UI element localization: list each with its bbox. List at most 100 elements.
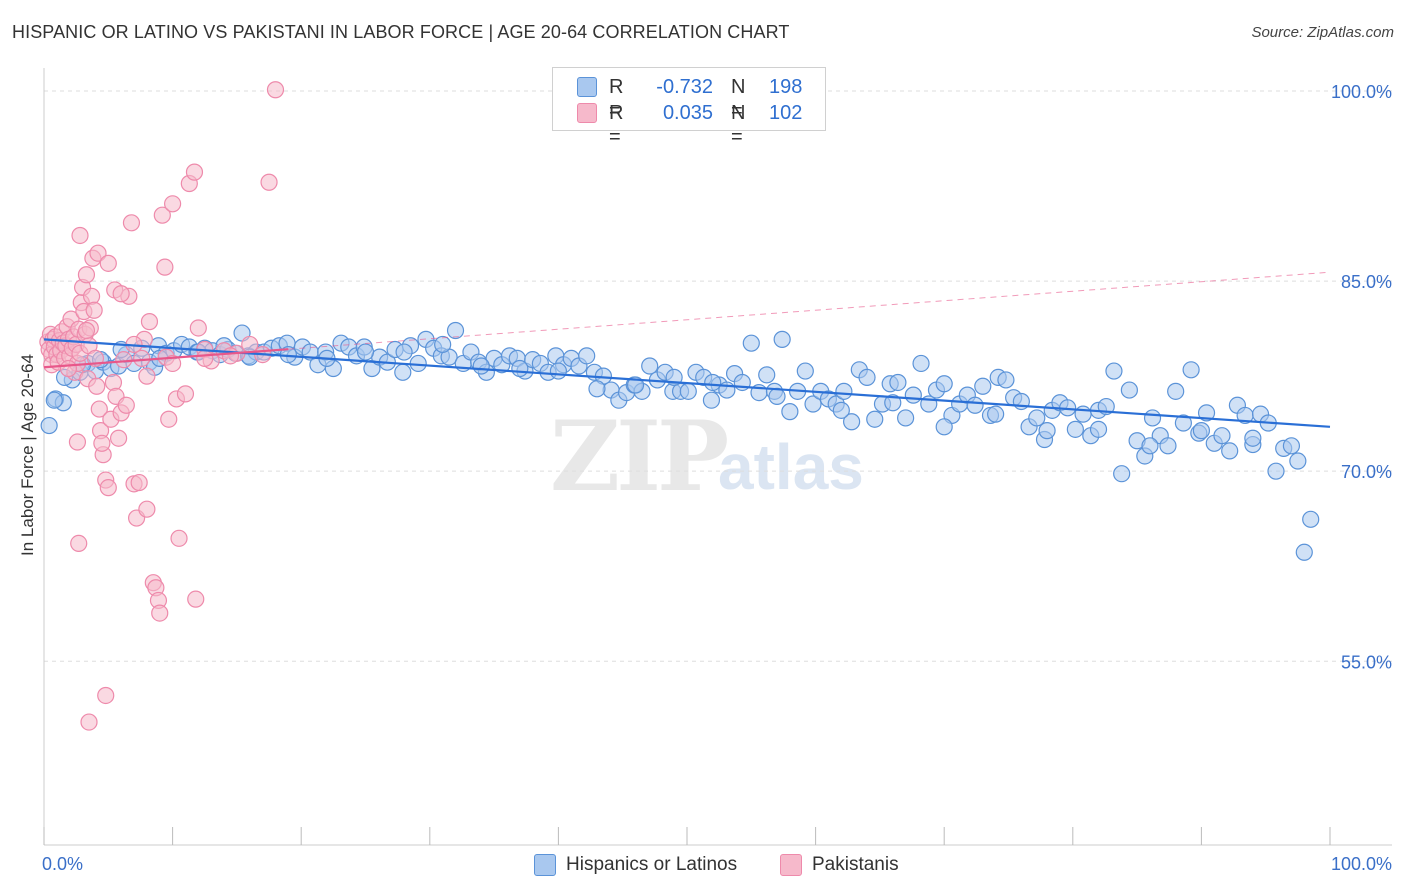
pakistanis-point (260, 173, 278, 191)
pakistanis-point (153, 206, 171, 224)
hispanics-point (1289, 452, 1307, 470)
pakistanis-point (99, 254, 117, 272)
y-tick-label: 70.0% (1341, 462, 1392, 482)
pakistanis-point (266, 81, 285, 99)
pakistanis-point (151, 604, 169, 622)
legend-n-label: N = (731, 102, 746, 148)
legend-swatch-blue (577, 77, 597, 97)
pakistanis-point (85, 301, 103, 319)
legend-item-hispanics[interactable]: Hispanics or Latinos (534, 852, 754, 878)
pakistanis-trend-extrapolation (288, 271, 1331, 350)
hispanics-point (904, 386, 922, 404)
hispanics-point (987, 405, 1005, 423)
series-pakistanis-points (39, 81, 285, 731)
y-axis-label: In Labor Force | Age 20-64 (18, 354, 37, 556)
hispanics-point (1182, 361, 1200, 379)
hispanics-point (935, 375, 953, 393)
legend-item-pakistanis[interactable]: Pakistanis (780, 852, 920, 878)
hispanics-point (1074, 405, 1092, 423)
legend-n-label: N = (731, 76, 746, 122)
pakistanis-point (93, 434, 111, 452)
hispanics-point (758, 366, 776, 384)
hispanics-point (1295, 543, 1313, 561)
hispanics-point (1174, 414, 1192, 432)
pakistanis-point (185, 163, 204, 181)
legend-r-value: -0.732 (656, 76, 713, 98)
pakistanis-point (99, 479, 117, 497)
pakistanis-point (82, 287, 101, 305)
pakistanis-point (176, 385, 195, 403)
pakistanis-point (221, 347, 240, 365)
hispanics-point (356, 343, 375, 361)
pakistanis-point (88, 377, 106, 395)
pakistanis-point (80, 713, 98, 731)
legend-r-label: R = (609, 76, 624, 122)
pakistanis-point (89, 244, 107, 262)
pakistanis-point (71, 226, 89, 245)
hispanics-point (395, 343, 413, 361)
trend-lines (43, 271, 1331, 428)
hispanics-point (1028, 409, 1046, 427)
axes (43, 68, 1392, 846)
hispanics-point (394, 363, 412, 381)
hispanics-point (549, 362, 568, 380)
hispanics-point (588, 380, 606, 398)
pakistanis-point (90, 400, 108, 418)
hispanics-point (446, 321, 465, 340)
legend-swatch-pink (577, 103, 597, 123)
pakistanis-point (160, 410, 178, 428)
pakistanis-point (112, 285, 130, 303)
watermark-atlas: atlas (718, 431, 864, 503)
hispanics-point (796, 362, 814, 380)
pakistanis-point (156, 258, 174, 276)
x-tick-label: 100.0% (1331, 854, 1392, 874)
pakistanis-point (130, 473, 148, 492)
pakistanis-point (122, 214, 141, 232)
hispanics-point (1066, 420, 1084, 438)
pakistanis-point (104, 373, 123, 392)
pakistanis-point (187, 590, 205, 608)
legend-swatch-pink (780, 854, 802, 876)
hispanics-point (835, 382, 853, 400)
hispanics-point (1221, 442, 1239, 460)
hispanics-point (704, 373, 722, 392)
pakistanis-point (59, 359, 78, 378)
pakistanis-point (196, 349, 214, 367)
hispanics-point (884, 394, 902, 412)
hispanics-point (679, 382, 697, 400)
chart-title: HISPANIC OR LATINO VS PAKISTANI IN LABOR… (12, 22, 790, 42)
hispanics-point (578, 347, 596, 365)
legend-r-value: 0.035 (662, 102, 713, 124)
hispanics-point (472, 357, 490, 375)
hispanics-point (1089, 420, 1108, 438)
legend-label-pakistanis: Pakistanis (812, 854, 899, 875)
hispanics-trend-line (43, 338, 1331, 428)
pakistanis-point (138, 367, 156, 385)
hispanics-point (1267, 462, 1285, 480)
source-note: Source: ZipAtlas.com (1251, 24, 1394, 41)
pakistanis-point (117, 396, 135, 414)
hispanics-point (843, 413, 861, 431)
pakistanis-point (133, 349, 151, 367)
hispanics-point (1167, 382, 1185, 400)
hispanics-point (781, 403, 799, 421)
hispanics-point (1159, 437, 1177, 455)
hispanics-point (434, 335, 452, 354)
correlation-legend: R = -0.732 N = 198 R = 0.035 N = 102 (552, 67, 826, 148)
hispanics-point (804, 395, 822, 413)
hispanics-point (773, 330, 791, 348)
hispanics-point (889, 373, 907, 392)
hispanics-point (912, 354, 930, 373)
hispanics-point (974, 377, 992, 395)
hispanics-point (1141, 437, 1159, 455)
hispanics-point (1105, 362, 1123, 380)
pakistanis-point (70, 534, 88, 553)
hispanics-point (40, 416, 58, 435)
hispanics-point (1143, 409, 1162, 427)
pakistanis-point (164, 354, 182, 373)
hispanics-point (866, 410, 884, 428)
hispanics-point (742, 334, 760, 352)
hispanics-point (1213, 427, 1231, 445)
hispanics-point (1120, 381, 1138, 399)
pakistanis-point (138, 500, 156, 518)
